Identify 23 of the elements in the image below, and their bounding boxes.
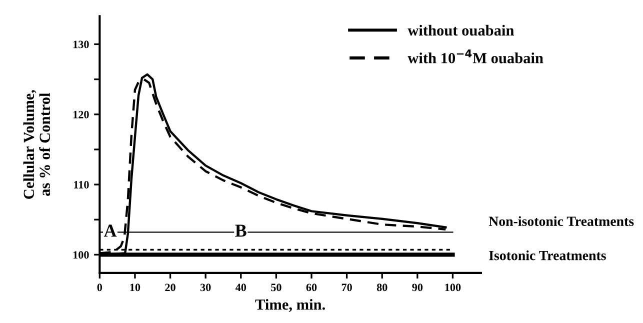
- x-tick-label: 40: [235, 284, 246, 292]
- x-tick-label: 80: [376, 284, 388, 292]
- ref-line-label: Non-isotonic Treatments: [488, 216, 634, 226]
- y-axis-title: Cellular Volume, as % of Control: [23, 90, 50, 199]
- x-tick-label: 20: [165, 284, 176, 292]
- x-tick-label: 50: [271, 284, 282, 292]
- annotation: B: [235, 224, 246, 237]
- x-axis-title: Time, min.: [255, 298, 325, 312]
- ref-line-label: Isotonic Treatments: [489, 250, 606, 260]
- annotation: A: [104, 224, 117, 237]
- x-tick-label: 30: [200, 284, 211, 292]
- x-tick-label: 70: [342, 284, 352, 292]
- y-tick-label: 130: [73, 40, 89, 48]
- y-tick-label: 100: [73, 251, 89, 259]
- legend-label: without ouabain: [408, 24, 514, 36]
- x-tick-label: 100: [445, 284, 461, 292]
- x-tick-label: 10: [130, 284, 140, 292]
- x-tick-label: 0: [97, 284, 102, 292]
- x-tick-label: 60: [306, 284, 317, 292]
- y-tick-label: 120: [73, 110, 89, 118]
- y-tick-label: 110: [74, 181, 89, 188]
- x-tick-label: 90: [412, 284, 423, 292]
- legend-label: with 10$^{−4}$M ouabain: [408, 50, 544, 64]
